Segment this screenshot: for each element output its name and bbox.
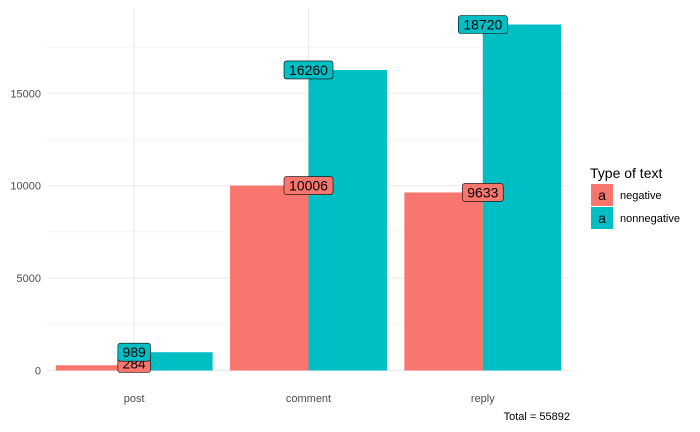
x-tick-label: comment	[286, 393, 331, 405]
legend-key-glyph: a	[598, 187, 606, 203]
data-label-nonnegative-post: 989	[117, 342, 151, 362]
y-tick-label: 5000	[17, 273, 41, 285]
legend-item-negative: a negative	[591, 184, 662, 206]
legend-label: negative	[620, 190, 662, 202]
x-tick-label: reply	[471, 393, 495, 405]
bar-negative-comment	[230, 185, 309, 371]
legend: Type of text a negative a nonnegative	[590, 165, 680, 229]
bar-negative-reply	[404, 192, 483, 371]
data-label-box	[283, 60, 334, 80]
bars	[55, 24, 562, 371]
y-tick-label: 0	[35, 366, 41, 378]
legend-items: a negative a nonnegative	[591, 184, 680, 229]
data-label-value: 10006	[289, 178, 328, 194]
data-label-box	[458, 15, 508, 34]
data-label-value: 18720	[463, 17, 502, 33]
data-label-nonnegative-reply: 18720	[458, 15, 508, 34]
legend-label: nonnegative	[620, 213, 680, 225]
legend-item-nonnegative: a nonnegative	[591, 207, 680, 229]
data-label-negative-comment: 10006	[283, 176, 334, 195]
legend-key	[591, 184, 613, 206]
data-label-negative-reply: 9633	[462, 183, 504, 202]
legend-key-glyph: a	[598, 210, 606, 226]
legend-key	[591, 207, 613, 229]
data-label-box	[117, 342, 151, 362]
data-label-box	[462, 183, 504, 202]
total-caption: Total = 55892	[504, 411, 570, 423]
data-label-value: 9633	[467, 184, 498, 200]
data-label-value: 989	[122, 344, 146, 360]
bar-nonnegative-comment	[308, 69, 387, 371]
data-label-nonnegative-comment: 16260	[283, 60, 334, 80]
bar-nonnegative-post	[134, 352, 213, 371]
y-axis-tick-labels: 0 5000 10000 15000	[10, 88, 41, 377]
x-tick-label: post	[124, 393, 145, 405]
y-tick-label: 15000	[10, 88, 41, 100]
y-tick-label: 10000	[10, 181, 41, 193]
data-label-box	[283, 176, 334, 195]
bar-negative-post	[55, 365, 135, 371]
data-label-value: 16260	[289, 62, 328, 78]
x-axis-tick-labels: post comment reply	[124, 393, 495, 405]
legend-title: Type of text	[590, 165, 662, 181]
